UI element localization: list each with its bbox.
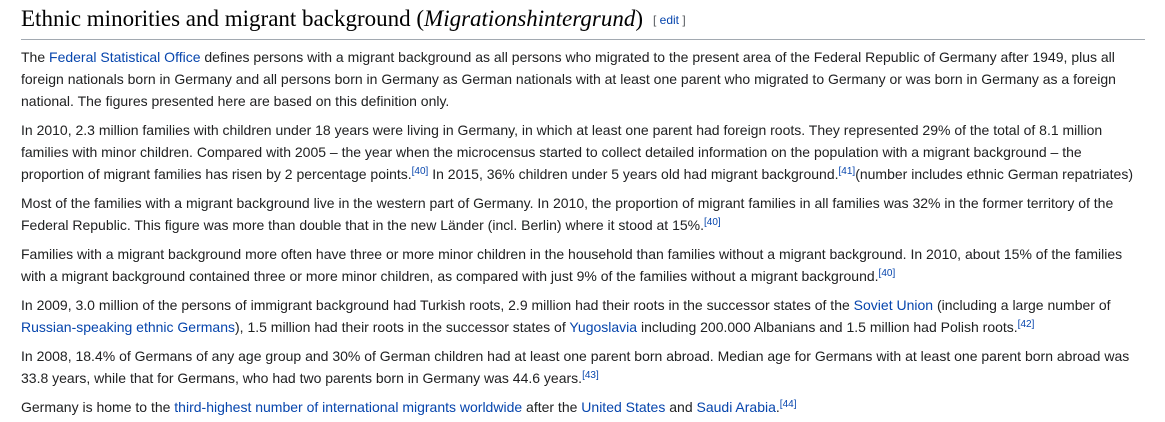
- text: In 2010, 2.3 million families with child…: [21, 122, 1103, 182]
- article-section: Ethnic minorities and migrant background…: [21, 2, 1145, 418]
- link-soviet-union[interactable]: Soviet Union: [853, 297, 934, 313]
- paragraph-definition: The Federal Statistical Office defines p…: [21, 46, 1145, 112]
- link-united-states[interactable]: United States: [581, 399, 666, 415]
- edit-bracket-open: [: [653, 13, 660, 27]
- paragraph-international-migrants: Germany is home to the third-highest num…: [21, 396, 1145, 418]
- text: after the: [522, 399, 582, 415]
- citation: [41]: [839, 166, 856, 177]
- citation: [40]: [879, 268, 896, 279]
- citation-link-40[interactable]: [40]: [704, 217, 721, 228]
- heading-italic-term: Migrationshintergrund: [424, 6, 636, 31]
- link-yugoslavia[interactable]: Yugoslavia: [569, 319, 638, 335]
- text: (including a large number of: [933, 297, 1111, 313]
- edit-bracket-close: ]: [679, 13, 686, 27]
- heading-text-end: ): [635, 6, 643, 31]
- paragraph-roots-2009: In 2009, 3.0 million of the persons of i…: [21, 294, 1145, 338]
- text: .: [775, 399, 780, 415]
- text: In 2008, 18.4% of Germans of any age gro…: [21, 348, 1130, 386]
- paragraph-western-germany: Most of the families with a migrant back…: [21, 192, 1145, 236]
- paragraph-born-abroad-2008: In 2008, 18.4% of Germans of any age gro…: [21, 345, 1145, 389]
- text: In 2009, 3.0 million of the persons of i…: [21, 297, 854, 313]
- text: The: [21, 49, 50, 65]
- citation: [40]: [412, 166, 429, 177]
- link-saudi-arabia[interactable]: Saudi Arabia: [696, 399, 776, 415]
- citation: [44]: [780, 399, 797, 410]
- paragraph-families-2010: In 2010, 2.3 million families with child…: [21, 119, 1145, 185]
- citation-link-42[interactable]: [42]: [1017, 319, 1035, 330]
- citation-link-44[interactable]: [44]: [779, 399, 797, 410]
- text: In 2015, 36% children under 5 years old …: [428, 166, 839, 182]
- link-international-migrants[interactable]: third-highest number of international mi…: [174, 399, 523, 415]
- edit-section: [ edit ]: [653, 13, 686, 27]
- text: ), 1.5 million had their roots in the su…: [235, 319, 570, 335]
- citation-link-40[interactable]: [40]: [411, 166, 429, 177]
- citation: [43]: [582, 370, 599, 381]
- citation-link-40[interactable]: [40]: [878, 268, 896, 279]
- text: defines persons with a migrant backgroun…: [21, 49, 1116, 109]
- citation: [40]: [704, 217, 721, 228]
- edit-link[interactable]: edit: [659, 13, 680, 27]
- text: including 200.000 Albanians and 1.5 mill…: [637, 319, 1018, 335]
- paragraph-minor-children: Families with a migrant background more …: [21, 243, 1145, 287]
- citation-link-41[interactable]: [41]: [838, 166, 856, 177]
- text: and: [665, 399, 697, 415]
- heading-text-start: Ethnic minorities and migrant background…: [21, 6, 425, 31]
- text: (number includes ethnic German repatriat…: [855, 166, 1133, 182]
- text: Families with a migrant background more …: [21, 246, 1123, 284]
- link-russian-speaking-ethnic-germans[interactable]: Russian-speaking ethnic Germans: [21, 319, 235, 335]
- section-heading: Ethnic minorities and migrant background…: [21, 2, 1145, 40]
- text: Most of the families with a migrant back…: [21, 195, 1114, 233]
- text: Germany is home to the: [21, 399, 175, 415]
- citation-link-43[interactable]: [43]: [582, 370, 599, 381]
- link-federal-statistical-office[interactable]: Federal Statistical Office: [49, 49, 201, 65]
- citation: [42]: [1018, 319, 1035, 330]
